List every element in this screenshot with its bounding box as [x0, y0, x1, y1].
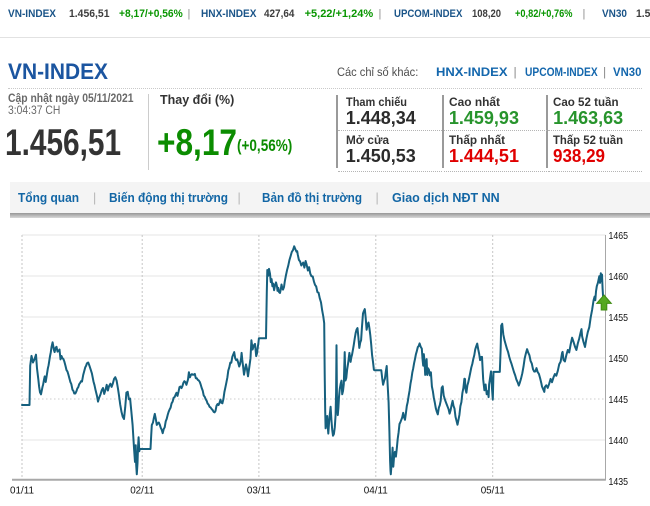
svg-text:05/11: 05/11 [481, 485, 505, 497]
svg-text:1460: 1460 [609, 271, 629, 283]
svg-text:03/11: 03/11 [247, 485, 271, 497]
svg-text:1465: 1465 [609, 230, 629, 242]
svg-text:1450: 1450 [609, 353, 629, 365]
svg-text:1445: 1445 [609, 394, 629, 406]
svg-text:04/11: 04/11 [364, 485, 388, 497]
svg-text:01/11: 01/11 [10, 485, 34, 497]
svg-text:1435: 1435 [609, 476, 629, 488]
svg-text:1455: 1455 [609, 312, 629, 324]
svg-text:1440: 1440 [609, 435, 629, 447]
svg-text:02/11: 02/11 [130, 485, 154, 497]
